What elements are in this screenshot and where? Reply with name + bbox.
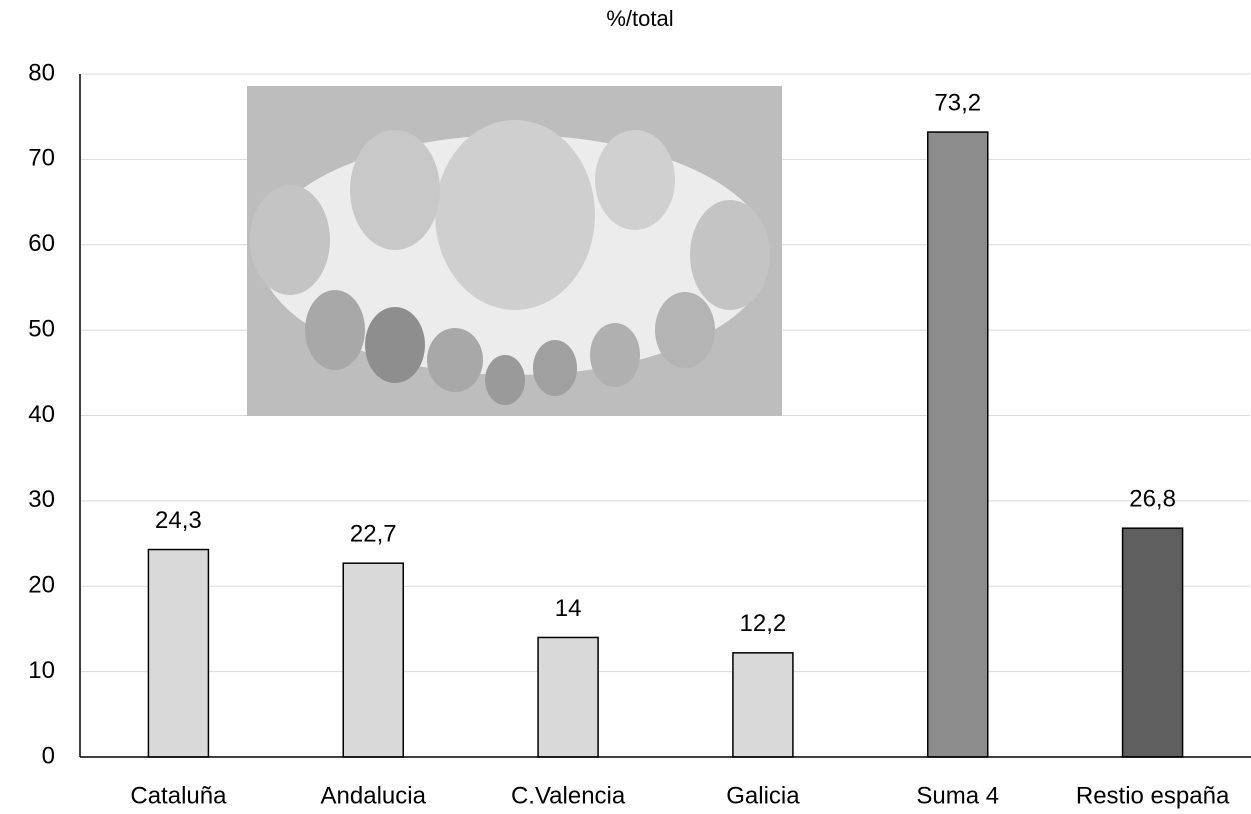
bar xyxy=(537,636,599,758)
bar xyxy=(342,562,404,758)
value-label: 24,3 xyxy=(155,507,202,534)
bar xyxy=(147,548,210,758)
y-tick-label: 40 xyxy=(28,401,55,428)
y-tick-label: 10 xyxy=(28,657,55,684)
y-tick-label: 0 xyxy=(42,742,55,769)
y-tick-label: 60 xyxy=(28,230,55,257)
x-tick-label: Suma 4 xyxy=(916,782,999,809)
bar xyxy=(732,652,794,758)
x-tick-label: Restio españa xyxy=(1076,782,1230,809)
x-tick-label: Andalucia xyxy=(321,782,427,809)
y-tick-label: 70 xyxy=(28,145,55,172)
x-tick-label: Galicia xyxy=(726,782,800,809)
value-label: 12,2 xyxy=(740,610,787,637)
value-label: 73,2 xyxy=(934,89,981,116)
photo xyxy=(247,86,782,416)
bar xyxy=(927,131,989,758)
y-tick-label: 20 xyxy=(28,572,55,599)
bars xyxy=(147,131,1184,758)
y-tick-label: 30 xyxy=(28,486,55,513)
x-tick-label: Cataluña xyxy=(130,782,227,809)
x-tick-label: C.Valencia xyxy=(511,782,626,809)
value-label: 14 xyxy=(555,595,582,622)
value-label: 26,8 xyxy=(1129,486,1176,513)
y-tick-label: 50 xyxy=(28,315,55,342)
bar xyxy=(1121,527,1184,758)
y-tick-label: 80 xyxy=(28,59,55,86)
chart-title: %/total xyxy=(606,6,673,31)
value-label: 22,7 xyxy=(350,521,397,548)
